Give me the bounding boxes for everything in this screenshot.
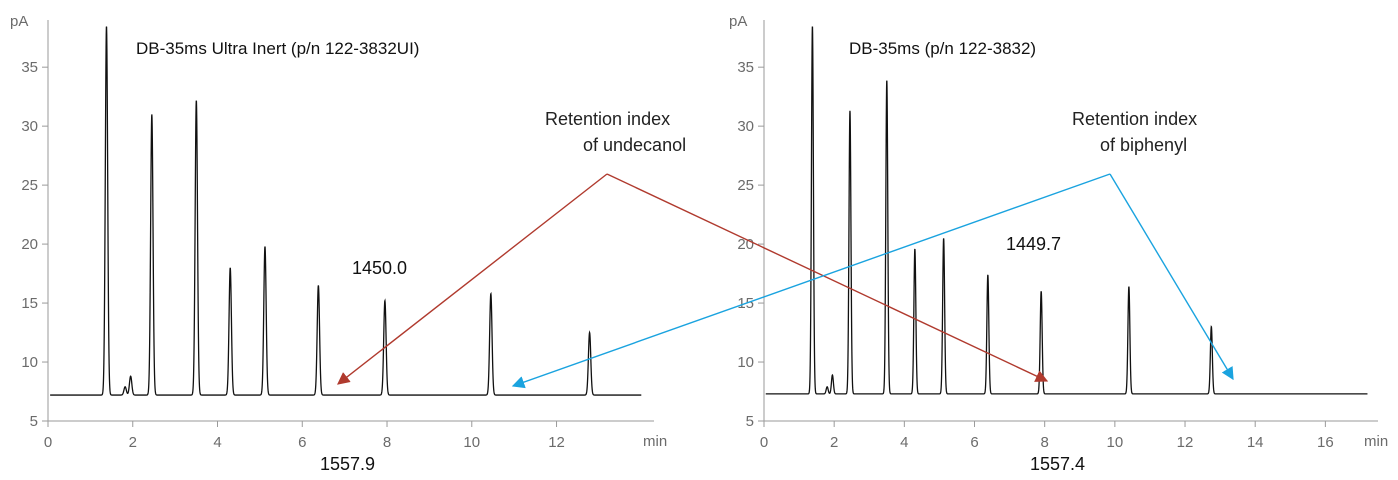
biphenyl-annotation-line-2: of biphenyl [1100, 135, 1187, 155]
y-tick-label: 35 [737, 59, 754, 76]
chart-panel-ultra-inert: 5 10 15 20 25 30 35 0 2 4 6 8 10 12 DB-35ms Ultra Ine… [10, 13, 667, 474]
retention-index-label-1449-7: 1449.7 [1006, 234, 1061, 254]
x-tick-label: 2 [129, 434, 137, 451]
undecanol-arrow-right [606, 173, 1049, 382]
y-tick-label: 20 [21, 236, 38, 253]
chart-title-ultra-inert: DB-35ms Ultra Inert (p/n 122-3832UI) [136, 39, 419, 58]
x-tick-label: 6 [298, 434, 306, 451]
chromatogram-trace-ultra-inert [50, 26, 642, 396]
y-tick-label: 5 [746, 413, 754, 430]
y-tick-label: 5 [30, 413, 38, 430]
x-tick-label: 0 [760, 434, 768, 451]
biphenyl-arrow-left [511, 173, 1111, 389]
y-tick-label: 10 [21, 354, 38, 371]
x-tick-label: 8 [1041, 434, 1049, 451]
y-unit-label-ultra-inert: pA [10, 13, 28, 30]
biphenyl-annotation: Retention index of biphenyl [1072, 109, 1202, 155]
x-tick-label: 0 [44, 434, 52, 451]
undecanol-annotation-line-1: Retention index [545, 109, 670, 129]
biphenyl-annotation-line-1: Retention index [1072, 109, 1197, 129]
y-tick-label: 10 [737, 354, 754, 371]
retention-index-label-1557-4: 1557.4 [1030, 454, 1085, 474]
y-tick-label: 35 [21, 59, 38, 76]
axes-standard: 51015202530350246810121416 [737, 20, 1378, 451]
x-tick-label: 10 [463, 434, 480, 451]
x-tick-label: 14 [1247, 434, 1264, 451]
biphenyl-arrow-right [1109, 173, 1234, 381]
undecanol-annotation-line-2: of undecanol [583, 135, 686, 155]
x-unit-label-ultra-inert: min [643, 433, 667, 450]
x-tick-label: 2 [830, 434, 838, 451]
x-tick-label: 16 [1317, 434, 1334, 451]
y-tick-label: 15 [21, 295, 38, 312]
x-tick-label: 10 [1107, 434, 1124, 451]
y-tick-label: 30 [21, 118, 38, 135]
chromatogram-trace-standard [765, 26, 1368, 395]
chart-panel-standard: 51015202530350246810121416 DB-35ms (p/n … [729, 13, 1388, 474]
x-tick-label: 12 [1177, 434, 1194, 451]
undecanol-arrow-left [337, 173, 608, 385]
chart-title-standard: DB-35ms (p/n 122-3832) [849, 39, 1036, 58]
axes-ultra-inert: 5 10 15 20 25 30 35 0 2 4 6 8 10 12 [21, 20, 654, 451]
x-tick-label: 6 [970, 434, 978, 451]
y-tick-label: 20 [737, 236, 754, 253]
x-tick-label: 12 [548, 434, 565, 451]
annotation-arrows [337, 173, 1234, 389]
retention-index-label-1450-0: 1450.0 [352, 258, 407, 278]
x-tick-label: 8 [383, 434, 391, 451]
y-tick-label: 25 [21, 177, 38, 194]
y-tick-label: 25 [737, 177, 754, 194]
y-tick-label: 30 [737, 118, 754, 135]
x-tick-label: 4 [213, 434, 221, 451]
x-unit-label-standard: min [1364, 433, 1388, 450]
retention-index-label-1557-9: 1557.9 [320, 454, 375, 474]
y-unit-label-standard: pA [729, 13, 747, 30]
x-tick-label: 4 [900, 434, 908, 451]
undecanol-annotation: Retention index of undecanol [545, 109, 686, 155]
